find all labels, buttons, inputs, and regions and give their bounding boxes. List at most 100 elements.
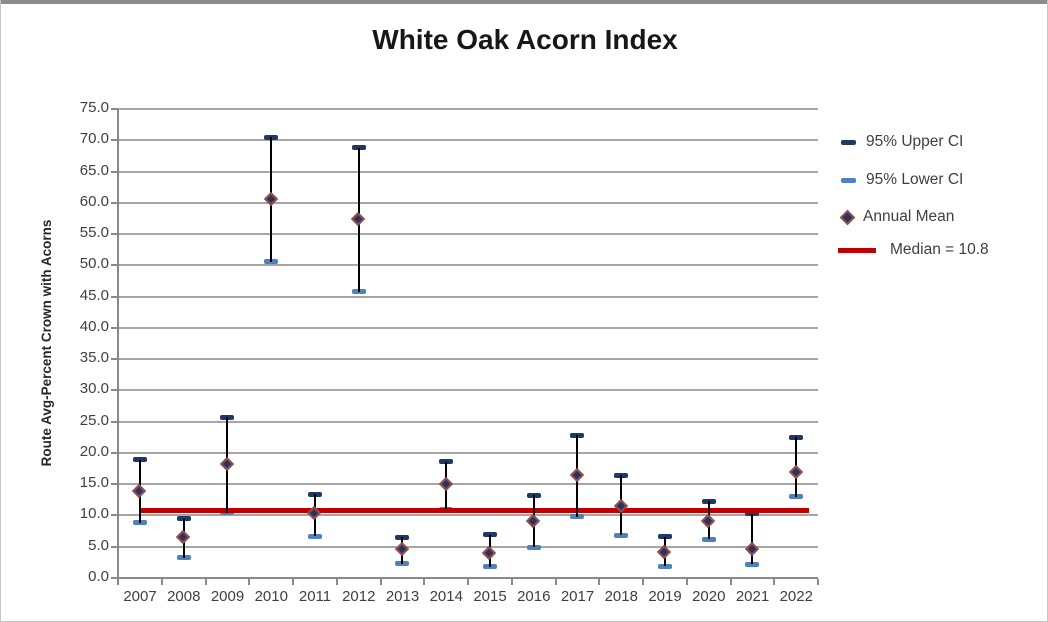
x-axis-tick-label: 2021 [735, 588, 770, 605]
median-line-icon [838, 247, 876, 253]
gridline [118, 139, 818, 142]
lower-ci-cap [132, 520, 147, 526]
chart-title: White Oak Acorn Index [372, 24, 678, 55]
x-axis-tick [729, 579, 732, 585]
lower-ci-cap [614, 532, 629, 538]
y-axis-tick [111, 545, 118, 548]
lower-ci-cap [526, 544, 541, 550]
mean-marker [132, 483, 147, 498]
y-axis-tick-label: 65.0 [79, 161, 109, 179]
x-axis-line [118, 577, 818, 579]
x-axis-tick [467, 579, 469, 585]
y-axis-tick [111, 295, 118, 298]
gridline [118, 264, 818, 267]
lower-ci-cap [264, 259, 279, 265]
lower-ci-cap [220, 510, 235, 516]
gridline [118, 201, 818, 204]
legend-item-annual-mean: Annual Mean [839, 208, 955, 226]
x-axis-tick [554, 579, 557, 585]
x-axis-tick [685, 579, 688, 585]
y-axis-tick-label: 10.0 [79, 505, 109, 523]
mean-marker [438, 477, 453, 492]
lower-ci-cap [482, 564, 497, 570]
mean-marker [394, 541, 409, 556]
lower-ci-cap [307, 533, 322, 539]
mean-marker [744, 541, 759, 556]
x-axis-tick-label: 2010 [254, 588, 288, 605]
x-axis-tick [204, 579, 207, 585]
x-axis-tick [248, 579, 251, 585]
y-axis-tick-label: 0.0 [88, 568, 109, 585]
lower-ci-cap [176, 555, 191, 561]
lower-ci-cap [657, 563, 672, 569]
y-axis-tick-label: 55.0 [79, 224, 109, 242]
legend-item-lower-ci: 95% Lower CI [841, 171, 963, 189]
y-axis-tick [111, 514, 118, 517]
y-axis-tick [111, 577, 118, 579]
y-axis-tick-label: 20.0 [79, 442, 109, 460]
x-axis-tick [292, 579, 294, 585]
x-axis-tick-label: 2012 [342, 588, 376, 605]
lower-ci-cap [789, 494, 804, 500]
x-axis-tick-label: 2019 [648, 588, 682, 605]
y-axis-tick-label: 5.0 [88, 536, 109, 554]
y-axis-line [117, 109, 119, 578]
lower-ci-cap [570, 514, 585, 520]
gridline [118, 170, 818, 173]
window-top-border [1, 0, 1047, 4]
y-axis-tick [111, 483, 118, 486]
legend-item-median: Median = 10.8 [838, 241, 989, 259]
x-axis-tick-label: 2018 [604, 588, 638, 605]
upper-ci-dash-icon [841, 139, 856, 145]
y-axis-tick [111, 420, 118, 423]
x-axis-tick-label: 2015 [473, 588, 507, 605]
x-axis-tick-label: 2022 [779, 588, 813, 605]
lower-ci-dash-icon [841, 177, 856, 183]
x-axis-tick-label: 2011 [298, 588, 332, 605]
y-axis-tick [111, 389, 118, 392]
x-axis-tick [117, 579, 119, 585]
x-axis-tick [160, 579, 163, 585]
y-axis-tick [111, 358, 118, 361]
x-axis-tick-label: 2017 [560, 588, 595, 605]
mean-marker [176, 530, 191, 545]
mean-marker [569, 467, 584, 483]
y-axis-tick-label: 40.0 [79, 317, 109, 335]
y-axis-tick [111, 326, 118, 329]
x-axis-tick-label: 2009 [210, 588, 245, 605]
gridline [118, 233, 818, 236]
legend-label: Annual Mean [863, 208, 955, 225]
gridline [118, 108, 818, 110]
x-axis-tick [642, 579, 644, 585]
x-axis-tick [510, 579, 513, 585]
mean-marker [351, 211, 366, 226]
mean-marker [219, 457, 234, 472]
lower-ci-cap [745, 561, 760, 567]
x-axis-tick-label: 2008 [167, 588, 201, 605]
y-axis-tick-label: 25.0 [79, 411, 109, 429]
gridline [118, 545, 818, 548]
gridline [118, 483, 818, 486]
y-axis-tick-label: 60.0 [79, 192, 109, 210]
legend-label: 95% Upper CI [866, 133, 964, 150]
mean-marker [482, 546, 497, 561]
legend-item-upper-ci: 95% Upper CI [841, 133, 963, 151]
lower-ci-cap [701, 536, 716, 542]
x-axis-tick-label: 2020 [692, 588, 726, 605]
gridline [118, 358, 818, 361]
gridline [118, 514, 818, 517]
y-axis-tick-label: 50.0 [79, 255, 109, 273]
x-axis-tick-label: 2013 [385, 588, 420, 605]
x-axis-tick-label: 2007 [123, 588, 157, 605]
annual-mean-diamond-icon [839, 209, 856, 225]
gridline [118, 420, 818, 423]
gridline [118, 326, 818, 329]
y-axis-tick-label: 35.0 [79, 349, 109, 367]
y-axis-tick [111, 108, 118, 110]
y-axis-tick-label: 70.0 [79, 130, 109, 148]
y-axis-tick [111, 233, 118, 236]
lower-ci-cap [395, 561, 410, 567]
x-axis-tick [379, 579, 382, 585]
legend-label: 95% Lower CI [866, 171, 964, 188]
